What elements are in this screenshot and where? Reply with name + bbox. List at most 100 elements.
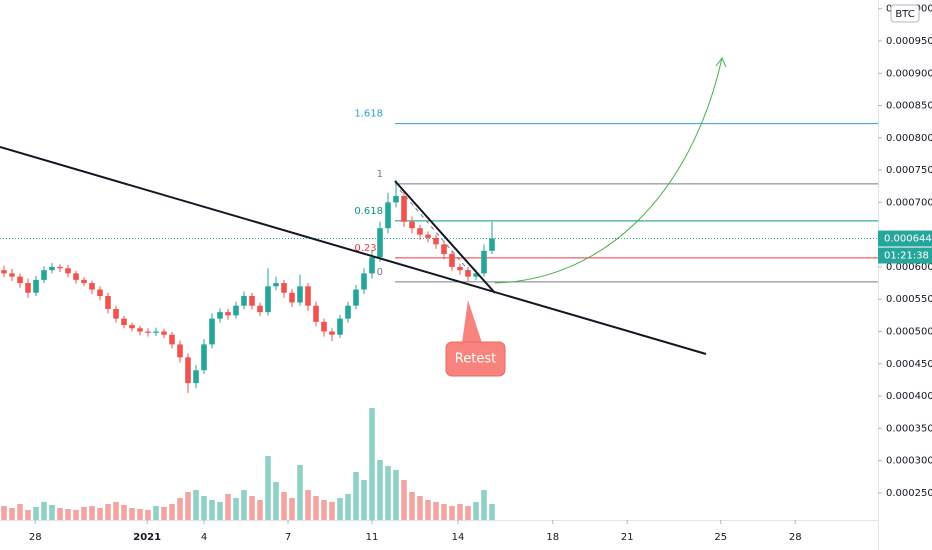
candle-body — [9, 273, 15, 277]
volume-bar — [289, 498, 295, 520]
x-tick-label: 28 — [789, 532, 802, 543]
candle-body — [321, 321, 327, 332]
candle-body — [209, 318, 215, 345]
drawings-under: 1.618 1 0.618 0.236 0 — [0, 109, 878, 283]
candle-body — [201, 344, 207, 371]
volume-bar — [161, 507, 167, 520]
dashed-line — [399, 189, 471, 273]
volume-bar — [305, 490, 311, 520]
candle-body — [433, 237, 439, 245]
y-tick-label: 0.000900 — [886, 68, 932, 79]
volume-layer — [1, 408, 495, 520]
volume-bar — [73, 510, 79, 520]
candle-body — [409, 221, 415, 229]
x-tick-label: 7 — [285, 532, 291, 543]
volume-bar — [233, 498, 239, 520]
candle-body — [337, 318, 343, 335]
candle-body — [233, 305, 239, 316]
callout-text: Retest — [455, 352, 496, 367]
volume-bar — [345, 494, 351, 520]
y-tick-label: 0.000350 — [886, 423, 932, 434]
volume-bar — [265, 456, 271, 520]
volume-bar — [169, 504, 175, 520]
volume-bar — [297, 465, 303, 520]
y-tick-label: 0.000750 — [886, 165, 932, 176]
volume-bar — [425, 500, 431, 520]
candle-body — [121, 318, 127, 326]
candle-body — [129, 325, 135, 329]
volume-bar — [17, 504, 23, 520]
x-tick-label: 11 — [366, 532, 379, 543]
candle-body — [329, 331, 335, 335]
candle-body — [489, 238, 495, 251]
y-tick-label: 0.000850 — [886, 101, 932, 112]
candle-body — [457, 266, 463, 271]
volume-bar — [409, 492, 415, 520]
y-tick-label: 0.000550 — [886, 294, 932, 305]
x-tick-label: 14 — [452, 532, 465, 543]
volume-bar — [105, 504, 111, 520]
candle-body — [145, 331, 151, 333]
candle-body — [353, 289, 359, 306]
volume-bar — [33, 507, 39, 520]
countdown-label: 01:21:38 — [884, 251, 929, 262]
candle-body — [17, 276, 23, 284]
y-tick-label: 0.000300 — [886, 456, 932, 467]
candle-body — [65, 268, 71, 274]
candle-body — [481, 250, 487, 274]
last-price-tag — [878, 230, 932, 247]
arrow-head — [715, 57, 727, 68]
candle-body — [217, 312, 223, 319]
candle-body — [25, 283, 31, 293]
y-tick-label: 0.000600 — [886, 262, 932, 273]
currency-badge — [890, 4, 920, 23]
candle-body — [297, 286, 303, 303]
candle-body — [281, 283, 287, 293]
volume-bar — [433, 502, 439, 520]
volume-bar — [201, 496, 207, 520]
countdown-tag — [878, 247, 932, 264]
volume-bar — [361, 480, 367, 520]
candle-body — [377, 228, 383, 258]
callout-pointer — [462, 300, 482, 343]
y-tick-label: 0.000400 — [886, 391, 932, 402]
volume-bar — [401, 480, 407, 520]
volume-bar — [281, 492, 287, 520]
fib-label: 0 — [377, 267, 383, 278]
candle-body — [169, 334, 175, 345]
candle-body — [49, 266, 55, 271]
drawings: Retest — [0, 57, 727, 377]
volume-bar — [153, 506, 159, 520]
trend-line — [0, 146, 707, 355]
volume-bar — [465, 506, 471, 520]
fib-label: 0.618 — [354, 206, 383, 217]
volume-bar — [385, 466, 391, 520]
volume-bar — [441, 504, 447, 520]
candle-body — [265, 286, 271, 313]
candle-body — [257, 305, 263, 313]
candle-body — [305, 286, 311, 306]
y-tick-label: 0.000800 — [886, 133, 932, 144]
y-tick-label: 0.000500 — [886, 326, 932, 337]
volume-bar — [273, 482, 279, 520]
volume-bar — [337, 498, 343, 520]
volume-bar — [129, 508, 135, 520]
volume-bar — [121, 505, 127, 520]
y-tick-label: 0.000450 — [886, 359, 932, 370]
volume-bar — [313, 496, 319, 520]
volume-bar — [489, 504, 495, 520]
candle-body — [185, 357, 191, 384]
volume-bar — [49, 505, 55, 520]
candle-body — [1, 270, 7, 274]
candle-body — [225, 312, 231, 316]
candle-body — [105, 295, 111, 309]
candle-body — [81, 279, 87, 284]
volume-bar — [177, 498, 183, 520]
y-tick-label: 0.000700 — [886, 197, 932, 208]
x-tick-label: 25 — [714, 532, 727, 543]
volume-bar — [65, 509, 71, 520]
volume-bar — [89, 506, 95, 520]
fib-label: 0.236 — [354, 243, 383, 254]
volume-bar — [57, 508, 63, 520]
